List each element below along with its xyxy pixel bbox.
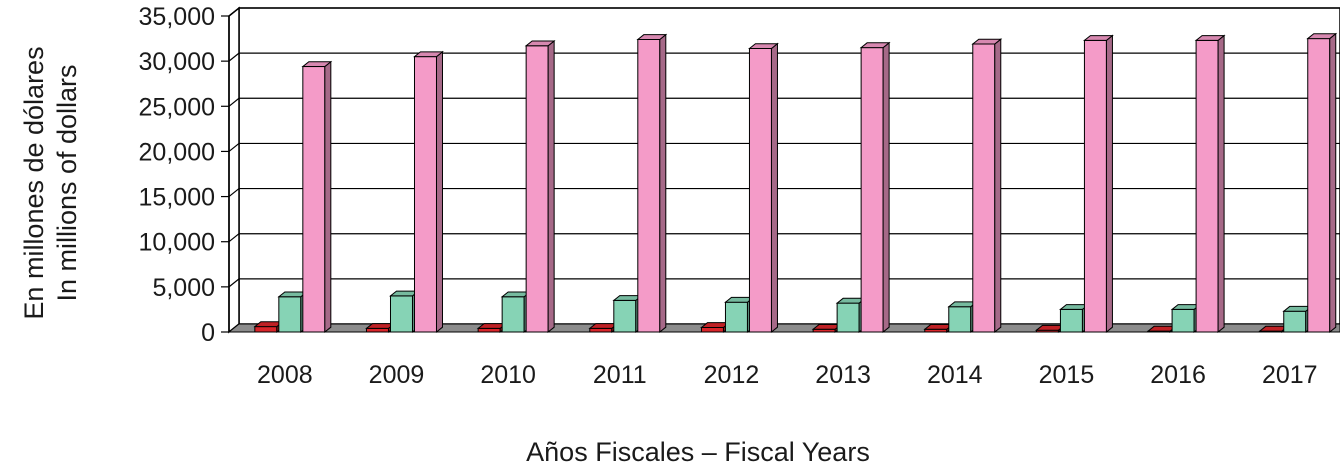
- x-tick-label: 2011: [593, 361, 647, 389]
- bar-front: [948, 306, 972, 333]
- bar-side: [1217, 34, 1225, 334]
- y-tick-label: 35,000: [139, 3, 215, 31]
- bar-side: [435, 50, 443, 334]
- bar-top: [1194, 35, 1226, 41]
- bar-front: [972, 43, 996, 333]
- bars: [253, 32, 1338, 334]
- back-wall: [238, 7, 1340, 325]
- y-tick-label: 30,000: [139, 48, 215, 76]
- bar-top: [636, 34, 668, 40]
- bar-side: [994, 38, 1002, 334]
- x-tick-label: 2008: [257, 361, 313, 389]
- bar-top: [301, 61, 333, 68]
- x-tick-label: 2013: [815, 361, 871, 389]
- bar-top: [1306, 33, 1338, 40]
- y-tick-label: 25,000: [139, 93, 215, 121]
- bar-front: [501, 296, 525, 333]
- y-tick-label: 0: [201, 319, 215, 347]
- bar-front: [724, 301, 748, 333]
- bar-front: [836, 302, 860, 333]
- bar-front: [278, 296, 302, 333]
- bar-front: [1307, 38, 1331, 333]
- x-axis-ticks: 2008 2009 2010 2011 2012 2013 2014 2015 2016 2017: [257, 361, 1318, 389]
- x-tick-label: 2012: [704, 361, 760, 389]
- bar-front: [254, 326, 278, 333]
- bar-front: [389, 295, 413, 333]
- bar-front: [860, 47, 884, 333]
- bar-side: [1329, 32, 1337, 334]
- bar-front: [613, 299, 637, 333]
- bar-front: [413, 56, 437, 333]
- y-axis-ticks: 0 5,000 10,000 15,000 20,000 25,000 30,000 35,0…: [139, 3, 229, 347]
- bar-top: [859, 42, 891, 49]
- bar-top: [748, 43, 779, 50]
- bar-side: [324, 60, 332, 334]
- bar-top: [971, 38, 1003, 45]
- bar-front: [1083, 39, 1107, 333]
- bar-front: [637, 38, 661, 333]
- bar-front: [365, 327, 389, 333]
- bar-front: [589, 327, 613, 333]
- bar-front: [302, 66, 326, 333]
- x-tick-label: 2014: [927, 361, 983, 389]
- x-tick-label: 2016: [1150, 361, 1206, 389]
- bar-side: [547, 39, 555, 334]
- y-tick-label: 20,000: [139, 138, 215, 166]
- x-tick-label: 2009: [369, 361, 425, 389]
- x-tick-label: 2017: [1262, 361, 1318, 389]
- bar-top: [413, 51, 444, 58]
- y-tick-label: 5,000: [152, 274, 215, 302]
- bar-front: [1171, 308, 1195, 333]
- y-tick-label: 10,000: [139, 229, 215, 257]
- bar-top: [524, 40, 556, 47]
- x-tick-label: 2010: [480, 361, 536, 389]
- y-axis-title-english: In millions of dollars: [52, 64, 82, 301]
- y-axis-title-spanish: En millones de dólares: [19, 46, 49, 319]
- bar-front: [1059, 308, 1083, 333]
- bar-top: [1083, 35, 1114, 41]
- x-tick-label: 2015: [1039, 361, 1095, 389]
- bar-front: [748, 48, 772, 333]
- bar-side: [1105, 34, 1113, 334]
- bar-side: [882, 41, 890, 334]
- bar-front: [525, 45, 549, 333]
- x-axis-title: Años Fiscales – Fiscal Years: [526, 437, 870, 467]
- bar-front: [1195, 39, 1219, 333]
- plot-frame: [228, 6, 1340, 334]
- bar-side: [659, 33, 667, 334]
- bar-front: [477, 327, 501, 333]
- bar-front: [1283, 310, 1307, 333]
- gridline: [228, 7, 1340, 17]
- bar-front: [700, 326, 724, 333]
- bar-side: [770, 42, 778, 334]
- y-tick-label: 15,000: [139, 184, 215, 212]
